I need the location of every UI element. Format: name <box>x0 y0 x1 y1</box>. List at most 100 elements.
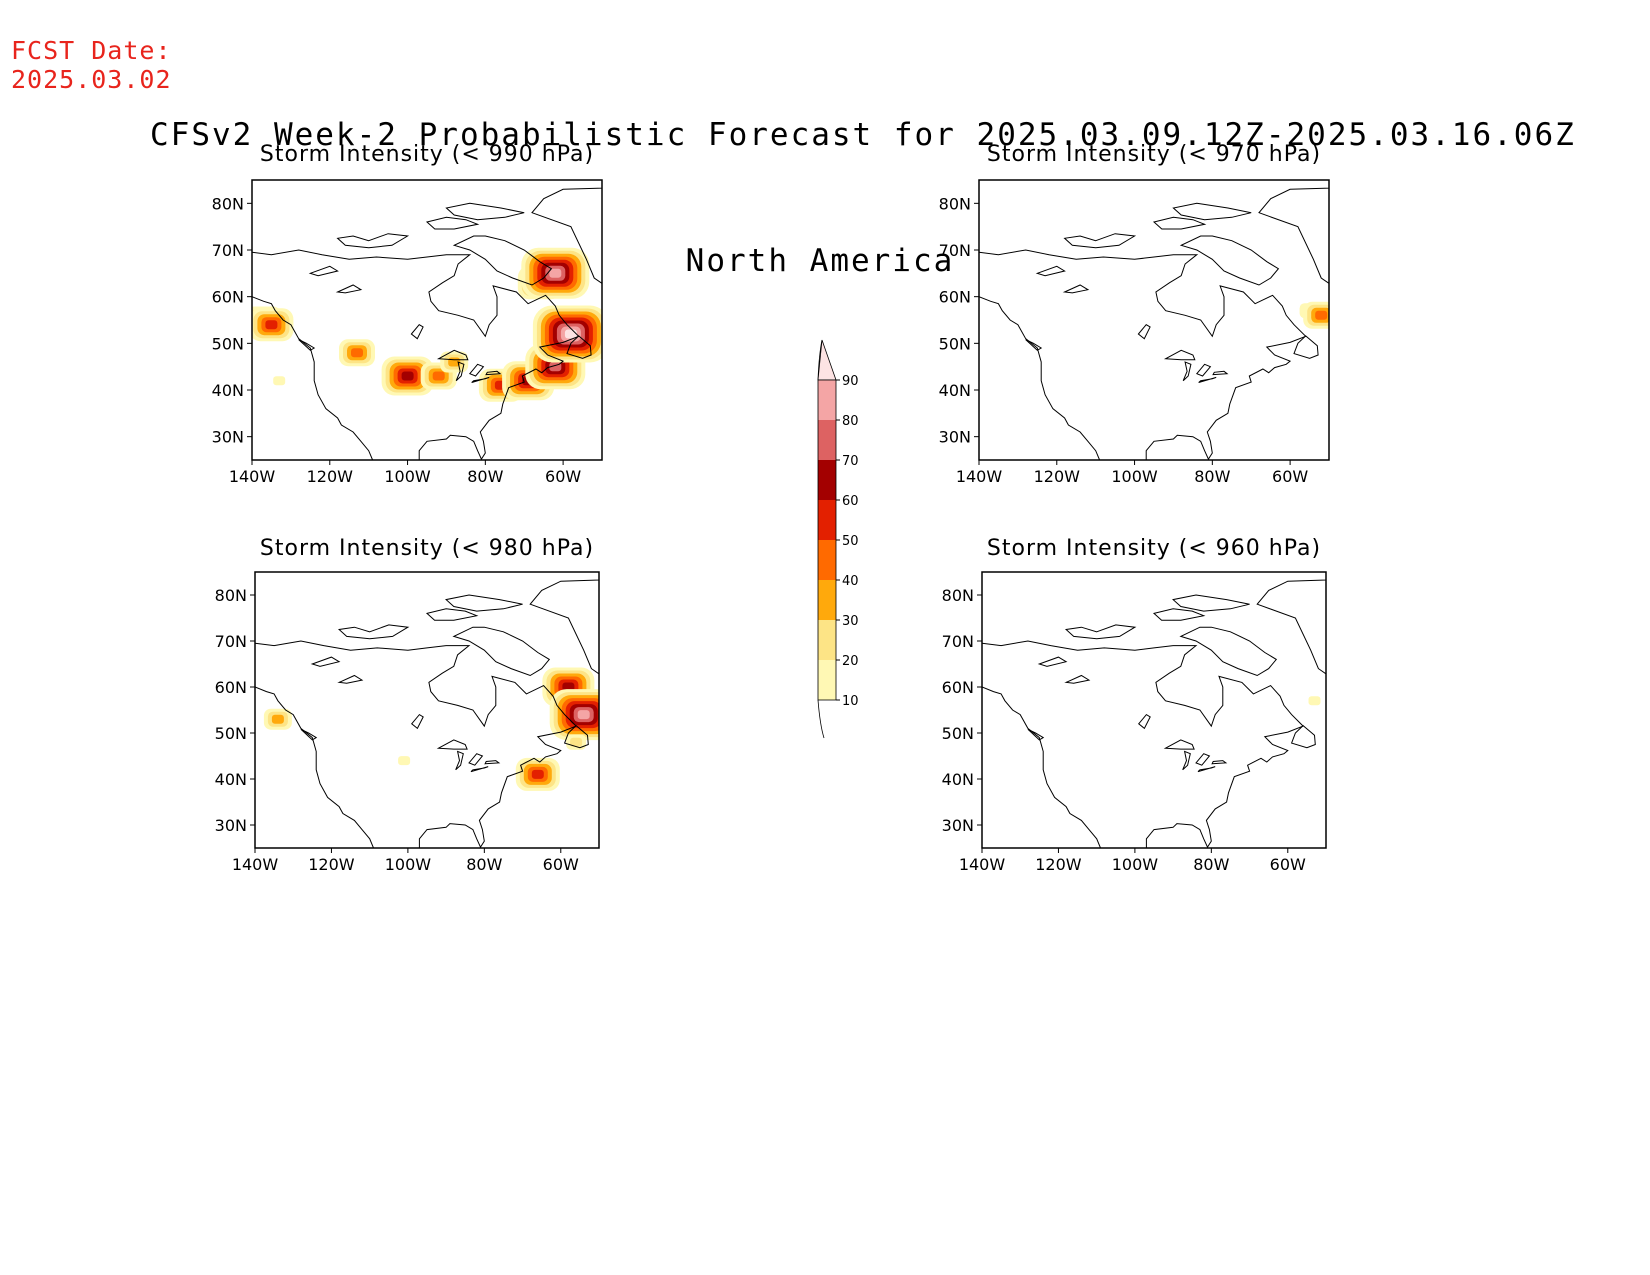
probability-level-6 <box>401 371 414 381</box>
lat-tick-label: 50N <box>939 334 971 353</box>
map-panel-990: 140W 120W 100W 80W 60W 80N 70N 60N 50N 40N 30N <box>212 179 603 486</box>
lon-tick-label: 140W <box>959 855 1006 874</box>
lake-outline <box>1035 265 1066 277</box>
island-outline <box>1179 626 1278 677</box>
lon-tick-label: 100W <box>385 855 432 874</box>
panel-title-990: Storm Intensity (< 990 hPa) <box>259 142 595 167</box>
island-outline <box>452 235 553 286</box>
probability-cell <box>515 757 560 791</box>
colorbar-label: 40 <box>842 574 859 589</box>
lake-outline <box>1182 750 1191 771</box>
forecast-date-label: FCST Date: <box>11 36 172 65</box>
lon-tick-label: 60W <box>1272 467 1308 486</box>
island-outline <box>529 579 599 675</box>
lon-tick-label: 100W <box>384 467 431 486</box>
probability-cell <box>398 756 411 766</box>
island-outline <box>336 233 410 249</box>
lat-tick-label: 80N <box>942 586 974 605</box>
lat-tick-label: 70N <box>942 632 974 651</box>
lat-tick-label: 50N <box>215 724 247 743</box>
probability-level-8 <box>549 268 562 278</box>
island-outline <box>1025 339 1043 351</box>
lake-outline <box>1198 376 1217 383</box>
lat-tick-label: 70N <box>939 241 971 260</box>
map-frame <box>251 179 603 461</box>
colorbar-top-edge <box>817 339 823 381</box>
colorbar-label: 90 <box>842 374 859 389</box>
lake-outline <box>455 361 465 382</box>
lake-outline <box>1212 370 1229 376</box>
colorbar-label: 80 <box>842 414 859 429</box>
lon-tick-label: 60W <box>543 855 579 874</box>
coastline <box>982 640 1304 848</box>
page-title: CFSv2 Week-2 Probabilistic Forecast for … <box>150 30 1576 324</box>
probability-level-4 <box>432 371 445 381</box>
lake-outline <box>1195 363 1212 377</box>
probability-cell <box>440 351 469 373</box>
colorbar-swatch <box>818 460 836 500</box>
lat-tick-label: 80N <box>212 194 244 213</box>
probability-cell <box>339 339 375 367</box>
lon-tick-label: 140W <box>232 855 279 874</box>
lon-tick-label: 120W <box>1034 467 1081 486</box>
panel-title-980: Storm Intensity (< 980 hPa) <box>259 536 595 561</box>
lake-outline <box>468 753 484 766</box>
island-outline <box>452 626 551 677</box>
colorbar-swatch <box>818 620 836 660</box>
probability-level-2 <box>570 737 583 747</box>
lake-outline <box>1064 674 1091 684</box>
probability-level-8 <box>577 710 590 720</box>
probability-level-3 <box>271 714 284 724</box>
page-title-line1: CFSv2 Week-2 Probabilistic Forecast for … <box>150 117 1576 153</box>
colorbar-swatch <box>818 500 836 540</box>
lon-tick-label: 120W <box>307 467 354 486</box>
lake-outline <box>337 674 364 684</box>
probability-cell <box>381 356 434 396</box>
probability-level-1 <box>398 756 411 766</box>
colorbar-label: 70 <box>842 454 859 469</box>
colorbar-bottom-cap <box>817 699 825 739</box>
lake-outline <box>455 750 464 771</box>
island-outline <box>445 594 523 612</box>
lat-tick-label: 70N <box>212 241 244 260</box>
lake-outline <box>410 324 424 340</box>
island-outline <box>1064 624 1137 640</box>
island-outline <box>1256 579 1326 675</box>
lake-outline <box>1062 284 1090 294</box>
lat-tick-label: 30N <box>215 816 247 835</box>
probability-cell <box>1303 301 1329 329</box>
lat-tick-label: 70N <box>215 632 247 651</box>
lake-outline <box>436 349 469 361</box>
lake-outline <box>410 713 424 730</box>
lat-tick-label: 30N <box>212 428 244 447</box>
page-title-line2: North America <box>685 243 955 279</box>
island-outline <box>566 335 592 359</box>
lat-tick-label: 60N <box>215 678 247 697</box>
map-frame <box>978 179 1330 461</box>
lake-outline <box>310 656 341 667</box>
map-panel-980: 140W 120W 100W 80W 60W 80N 70N 60N 50N 40N 30N <box>215 571 600 874</box>
island-outline <box>1290 724 1316 749</box>
colorbar-swatch <box>818 580 836 620</box>
map-frame <box>254 571 600 849</box>
lat-tick-label: 50N <box>212 334 244 353</box>
coastline <box>252 249 580 460</box>
probability-cell <box>252 308 294 342</box>
lat-tick-label: 80N <box>939 194 971 213</box>
probability-level-5 <box>531 769 544 779</box>
probability-level-4 <box>351 348 363 358</box>
probability-cell <box>263 708 292 730</box>
lake-outline <box>335 284 363 294</box>
lat-tick-label: 80N <box>215 586 247 605</box>
lat-tick-label: 30N <box>939 428 971 447</box>
lat-tick-label: 50N <box>942 724 974 743</box>
lon-tick-label: 100W <box>1112 855 1159 874</box>
lat-tick-label: 60N <box>939 288 971 307</box>
probability-cell <box>549 689 599 741</box>
coastline <box>255 640 577 848</box>
island-outline <box>1258 187 1329 284</box>
map-panel-970: 140W 120W 100W 80W 60W 80N 70N 60N 50N 40N 30N <box>939 179 1330 486</box>
lon-tick-label: 60W <box>1270 855 1306 874</box>
probability-level-9 <box>564 329 577 339</box>
lon-tick-label: 80W <box>467 467 503 486</box>
